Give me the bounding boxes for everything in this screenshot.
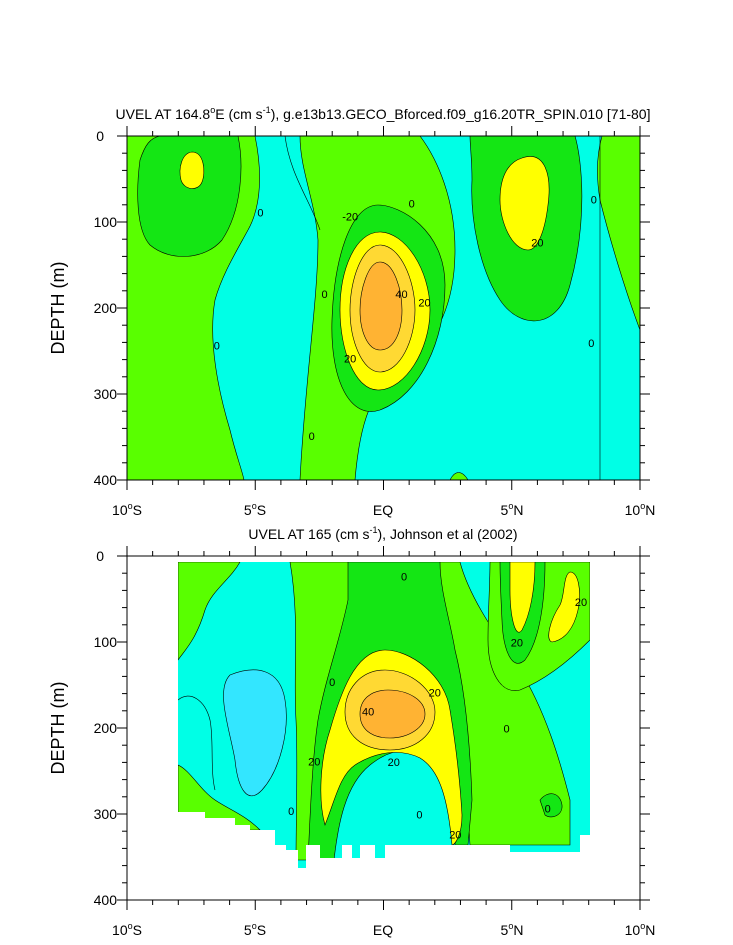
bottom-contour-label: 20 — [511, 638, 523, 650]
bottom-x-tick-label-eq: EQ — [373, 922, 393, 938]
bottom-y-tick-label-200: 200 — [94, 720, 118, 736]
top-contour-label: 20 — [344, 354, 356, 366]
top-contour-label: 0 — [591, 194, 597, 206]
top-contour-labels: 0 -20 0 0 20 0 40 20 0 20 0 0 — [214, 194, 597, 443]
top-contour-label: 0 — [409, 199, 415, 211]
bottom-y-axis-label: DEPTH (m) — [48, 682, 68, 775]
top-contour-band-euc-40 — [359, 261, 403, 351]
top-contour-band-west-20 — [179, 151, 205, 189]
bottom-contour-label: 0 — [416, 810, 422, 822]
bottom-contour-label: 20 — [388, 757, 400, 769]
top-panel: UVEL AT 164.8oE (cm s-1), g.e13b13.GECO_… — [48, 105, 655, 518]
top-contour-band-west-10 — [137, 136, 242, 257]
bottom-y-tick-label-100: 100 — [94, 634, 118, 650]
bottom-contour-label: 20 — [449, 829, 461, 841]
bottom-x-tick-label-10s: 10oS — [112, 921, 142, 938]
bottom-y-tick-label-0: 0 — [96, 548, 104, 564]
top-axis-ticks — [117, 126, 650, 490]
bottom-contour-band-east-small — [539, 793, 563, 818]
top-x-tick-label-10n: 10oN — [625, 501, 656, 518]
bottom-contour-labels: 0 20 20 0 20 40 0 20 20 0 0 0 20 — [288, 571, 587, 841]
bottom-contour-label: 0 — [329, 677, 335, 689]
bottom-contour-label: 20 — [575, 597, 587, 609]
bottom-axis-ticks — [117, 546, 650, 910]
top-x-tick-label-10s: 10oS — [112, 501, 142, 518]
top-contour-band-east-20 — [499, 156, 550, 251]
top-contour-label: 0 — [321, 289, 327, 301]
top-contour-label: 0 — [214, 341, 220, 353]
bottom-contour-label: 0 — [288, 806, 294, 818]
top-contour-label: -20 — [342, 212, 358, 224]
bottom-contour-band-west-fringe — [178, 562, 241, 661]
bottom-contour-label: 20 — [308, 756, 320, 768]
top-x-tick-label-5s: 5oS — [244, 501, 266, 518]
bottom-contour-label: 0 — [545, 804, 551, 816]
top-x-tick-label-5n: 5oN — [501, 501, 524, 518]
bottom-contour-label: 20 — [429, 688, 441, 700]
top-y-tick-label-200: 200 — [94, 300, 118, 316]
bottom-x-tick-label-5n: 5oN — [501, 921, 524, 938]
bottom-x-tick-label-10n: 10oN — [625, 921, 656, 938]
bottom-contour-label: 0 — [401, 571, 407, 583]
top-contour-label: 20 — [418, 298, 430, 310]
bottom-panel: UVEL AT 165 (cm s-1), Johnson et al (200… — [48, 525, 655, 938]
bottom-chart-title: UVEL AT 165 (cm s-1), Johnson et al (200… — [248, 525, 517, 542]
top-filled-contours — [127, 136, 640, 480]
top-contour-label: 0 — [257, 207, 263, 219]
bottom-y-tick-label-400: 400 — [94, 892, 118, 908]
bottom-contour-band-east-20b — [548, 571, 580, 643]
top-y-tick-label-300: 300 — [94, 386, 118, 402]
top-contour-label: 20 — [531, 237, 543, 249]
top-contour-band-east-positive — [470, 136, 640, 331]
top-contour-label: 0 — [309, 431, 315, 443]
top-contour-label: 40 — [395, 289, 407, 301]
bottom-x-tick-label-5s: 5oS — [244, 921, 266, 938]
bottom-contour-band-central-40 — [359, 689, 426, 739]
bottom-y-tick-label-300: 300 — [94, 806, 118, 822]
top-y-tick-label-0: 0 — [96, 128, 104, 144]
top-chart-title: UVEL AT 164.8oE (cm s-1), g.e13b13.GECO_… — [116, 105, 651, 122]
top-y-tick-label-400: 400 — [94, 472, 118, 488]
top-contour-band-euc-top — [284, 136, 321, 231]
bottom-contour-band-west-neg — [223, 669, 287, 797]
top-y-axis-label: DEPTH (m) — [48, 262, 68, 355]
top-x-tick-label-eq: EQ — [373, 502, 393, 518]
bottom-contour-label: 0 — [504, 724, 510, 736]
bottom-filled-contours — [178, 562, 590, 868]
bottom-contour-label: 40 — [362, 706, 374, 718]
top-y-tick-label-100: 100 — [94, 214, 118, 230]
top-contour-label: 0 — [588, 338, 594, 350]
bottom-contour-band-east-20 — [509, 562, 536, 633]
